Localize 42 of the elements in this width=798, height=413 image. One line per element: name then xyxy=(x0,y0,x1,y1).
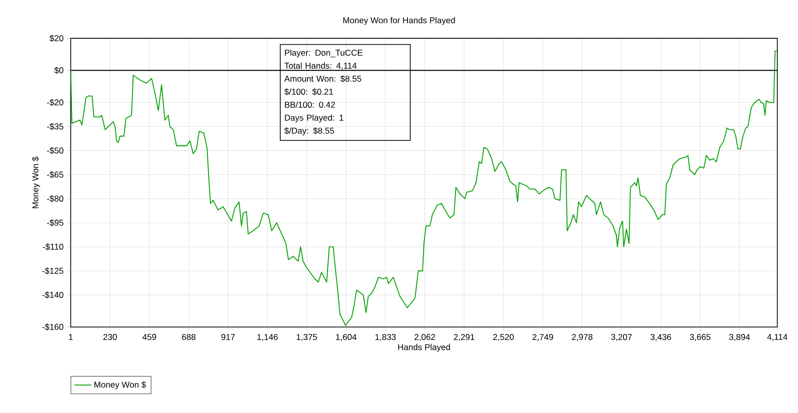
y-tick-label: -$125 xyxy=(42,267,64,274)
annotation: $/100: $0.21 xyxy=(284,88,333,96)
x-tick-label: 1,146 xyxy=(257,334,278,342)
y-tick-label: -$80 xyxy=(47,195,64,202)
x-tick-label: 2,520 xyxy=(493,334,514,342)
x-tick-label: 230 xyxy=(103,334,117,340)
x-tick-label: 3,894 xyxy=(729,334,750,342)
x-tick-label: 3,665 xyxy=(690,334,710,342)
legend-label: Money Won $ xyxy=(94,381,146,390)
y-tick-label: -$35 xyxy=(47,123,64,130)
y-tick-label: -$65 xyxy=(47,171,64,178)
y-tick-label: -$50 xyxy=(47,147,64,154)
x-tick-label: 3,207 xyxy=(611,334,632,342)
x-tick-label: 1 xyxy=(68,334,73,340)
annotation: $/Day: $8.55 xyxy=(284,127,334,136)
x-tick-label: 1,604 xyxy=(336,334,356,342)
y-tick-label: -$95 xyxy=(47,219,64,226)
annotation: BB/100: 0.42 xyxy=(284,101,335,108)
annotation: Days Played: 1 xyxy=(284,114,344,122)
y-tick-label: -$20 xyxy=(47,99,64,106)
x-axis-title: Hands Played xyxy=(398,344,450,352)
annotation: Amount Won: $8.55 xyxy=(284,75,362,82)
y-tick-label: $20 xyxy=(50,34,64,42)
annotation: Player: Don_TuCCE xyxy=(284,49,362,58)
x-tick-label: 917 xyxy=(221,334,235,340)
y-tick-label: $0 xyxy=(54,66,64,74)
x-tick-label: 459 xyxy=(142,334,156,340)
x-tick-label: 3,436 xyxy=(650,334,672,342)
x-tick-label: 2,749 xyxy=(532,334,554,342)
y-tick-label: -$160 xyxy=(42,324,64,330)
x-tick-label: 4,114 xyxy=(767,334,788,341)
y-tick-label: -$140 xyxy=(42,291,64,298)
y-tick-label: -$110 xyxy=(42,243,64,250)
y-axis-title: Money Won $ xyxy=(32,156,40,208)
x-tick-label: 688 xyxy=(182,334,196,340)
x-tick-label: 2,978 xyxy=(572,334,592,342)
x-tick-label: 1,375 xyxy=(296,334,318,342)
chart-title: Money Won for Hands Played xyxy=(343,17,455,25)
x-tick-label: 2,062 xyxy=(414,334,435,342)
x-tick-label: 1,833 xyxy=(375,334,396,342)
annotation: Total Hands: 4,114 xyxy=(284,62,357,70)
x-tick-label: 2,291 xyxy=(454,334,474,342)
